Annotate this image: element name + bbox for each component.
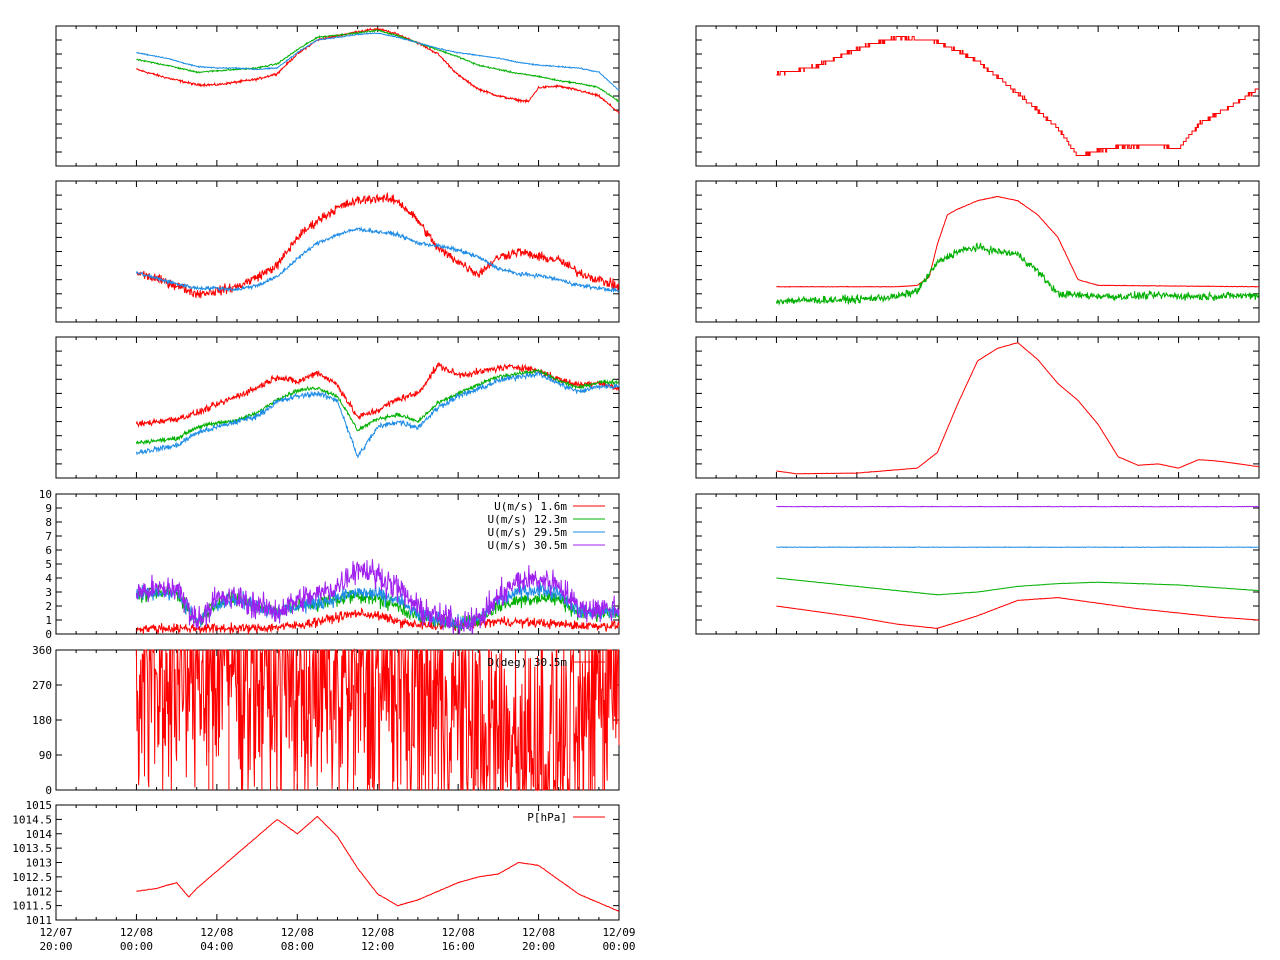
- plot-frame: [695, 25, 1260, 167]
- series-line-l1-1: [136, 28, 620, 103]
- chart-panel-r3: [695, 336, 1260, 479]
- series-line-l5-0: [135, 648, 620, 792]
- plot-frame: [55, 25, 620, 167]
- series-line-l1-2: [136, 31, 620, 91]
- chart-panel-l5: 0 90 180 270 360 D(deg) 30.5m: [32, 644, 620, 797]
- chart-panel-r4: [695, 493, 1260, 635]
- y-tick-label: 7: [45, 530, 52, 543]
- series-line-l3-0: [135, 362, 620, 428]
- y-tick-label: 4: [45, 572, 52, 585]
- y-tick-label: 9: [45, 502, 52, 515]
- chart-panel-l3: [55, 336, 620, 479]
- chart-panel-r1: [695, 25, 1260, 167]
- y-tick-label: 3: [45, 586, 52, 599]
- legend-label: U(m/s) 1.6m: [494, 500, 567, 513]
- y-tick-label: 0: [45, 784, 52, 797]
- series-line-r1-0: [776, 36, 1259, 156]
- series-line-l2-1: [135, 226, 620, 294]
- chart-panel-r2: [695, 180, 1260, 323]
- x-tick-label-date: 12/08: [442, 926, 475, 939]
- y-tick-label: 6: [45, 544, 52, 557]
- legend-label: P[hPa]: [527, 811, 567, 824]
- chart-panel-l2: [55, 180, 620, 323]
- series-line-l4-0: [136, 607, 620, 635]
- y-tick-label: 1011: [26, 914, 53, 927]
- legend-label: D(deg) 30.5m: [488, 656, 568, 669]
- plot-frame: [55, 336, 620, 479]
- x-tick-label-date: 12/08: [281, 926, 314, 939]
- y-tick-label: 360: [32, 644, 52, 657]
- y-tick-label: 180: [32, 714, 52, 727]
- y-tick-label: 1015: [26, 799, 53, 812]
- series-line-r4-0: [776, 596, 1260, 629]
- plot-frame: [55, 180, 620, 323]
- x-tick-label-date: 12/07: [39, 926, 72, 939]
- series-line-l3-1: [135, 368, 620, 446]
- x-tick-label-date: 12/08: [120, 926, 153, 939]
- series-line-l2-0: [136, 191, 620, 299]
- y-tick-label: 1011.5: [12, 900, 52, 913]
- series-line-r2-1: [775, 242, 1260, 306]
- chart-panel-l1: [55, 25, 620, 167]
- x-tick-label-time: 00:00: [602, 940, 635, 953]
- x-tick-label-time: 16:00: [442, 940, 475, 953]
- x-tick-label-time: 08:00: [281, 940, 314, 953]
- y-tick-label: 5: [45, 558, 52, 571]
- series-line-r4-2: [776, 546, 1260, 549]
- plot-frame: [695, 336, 1260, 479]
- series-line-l3-2: [135, 370, 620, 459]
- y-tick-label: 2: [45, 600, 52, 613]
- y-tick-label: 90: [39, 749, 52, 762]
- y-tick-label: 1013.5: [12, 842, 52, 855]
- series-line-r2-0: [776, 195, 1260, 288]
- x-tick-label-date: 12/08: [200, 926, 233, 939]
- x-tick-label-time: 04:00: [200, 940, 233, 953]
- series-line-r4-3: [776, 505, 1260, 508]
- y-tick-label: 10: [39, 488, 52, 501]
- legend-label: U(m/s) 29.5m: [488, 526, 568, 539]
- series-line-r4-1: [776, 577, 1260, 596]
- y-tick-label: 1012: [26, 885, 53, 898]
- y-tick-label: 270: [32, 679, 52, 692]
- y-tick-label: 1014: [26, 828, 53, 841]
- y-tick-label: 1014.5: [12, 813, 52, 826]
- series-line-l1-0: [136, 27, 620, 114]
- x-tick-label-date: 12/08: [361, 926, 394, 939]
- y-tick-label: 8: [45, 516, 52, 529]
- y-tick-label: 1012.5: [12, 871, 52, 884]
- x-tick-label-time: 12:00: [361, 940, 394, 953]
- legend-label: U(m/s) 12.3m: [488, 513, 568, 526]
- x-tick-label-date: 12/09: [602, 926, 635, 939]
- y-tick-label: 1: [45, 614, 52, 627]
- x-tick-label-time: 00:00: [120, 940, 153, 953]
- y-tick-label: 0: [45, 628, 52, 641]
- series-line-l4-3: [135, 559, 620, 635]
- legend-label: U(m/s) 30.5m: [488, 539, 568, 552]
- x-tick-label-time: 20:00: [39, 940, 72, 953]
- y-tick-label: 1013: [26, 857, 53, 870]
- x-tick-label-time: 20:00: [522, 940, 555, 953]
- x-tick-label-date: 12/08: [522, 926, 555, 939]
- series-line-r3-0: [776, 342, 1259, 475]
- series-line-l6-0: [136, 815, 620, 912]
